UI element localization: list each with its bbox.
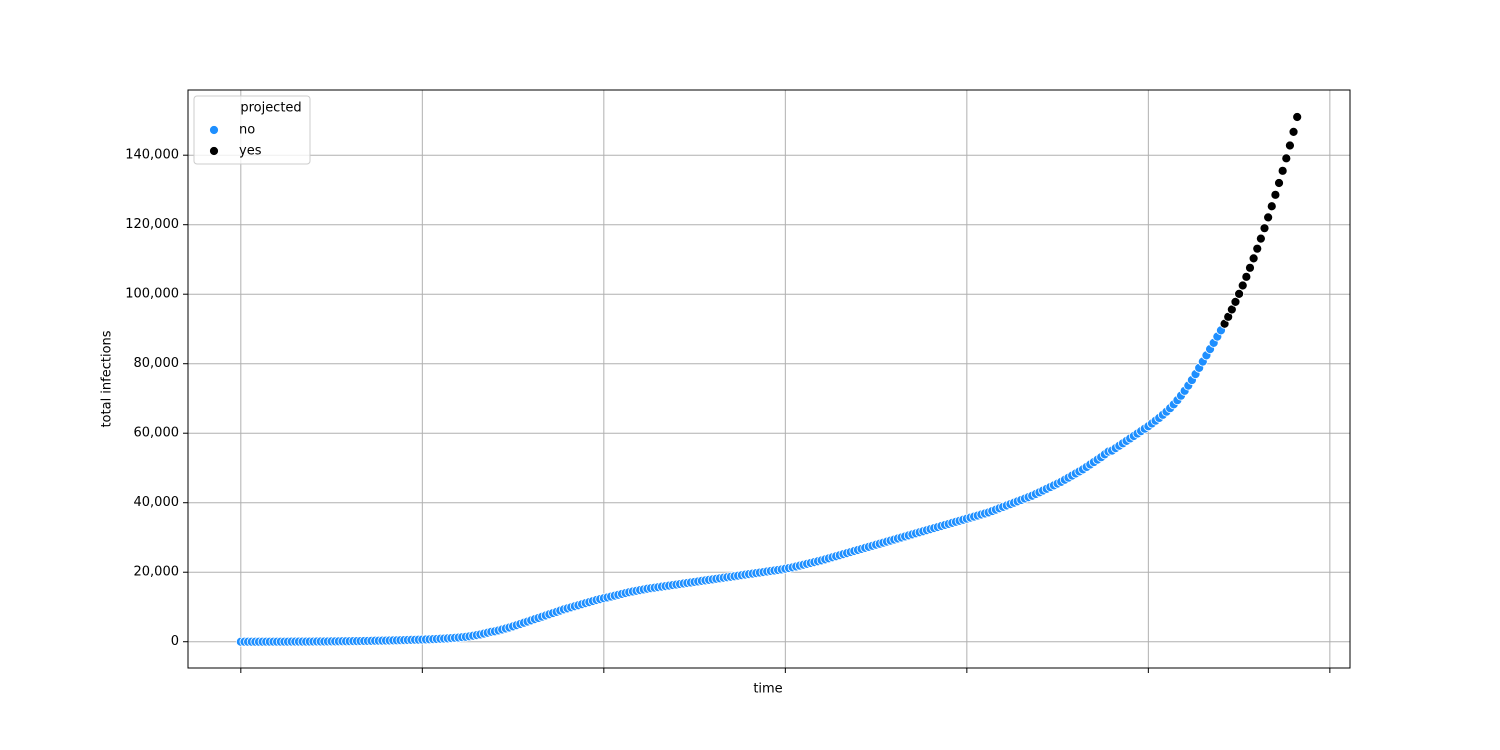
point: [1241, 271, 1252, 282]
point: [1259, 223, 1270, 234]
point: [1274, 178, 1284, 188]
y-tick-label: 80,000: [134, 356, 180, 371]
legend-marker: [209, 146, 219, 156]
y-tick-label: 140,000: [125, 148, 179, 163]
x-axis-label: time: [753, 682, 782, 697]
point: [1237, 280, 1248, 291]
point: [1245, 262, 1255, 273]
legend: projected no yes: [193, 95, 311, 165]
legend-label: yes: [239, 144, 262, 159]
y-tick-label: 100,000: [125, 287, 179, 302]
y-axis-label: total infections: [100, 330, 115, 427]
point: [1252, 243, 1263, 254]
legend-label: no: [239, 123, 255, 138]
point: [1292, 112, 1303, 122]
point: [1234, 288, 1244, 299]
point: [1288, 127, 1299, 137]
point: [1270, 189, 1281, 200]
point: [1285, 140, 1295, 151]
point: [1248, 253, 1259, 264]
point: [1230, 296, 1241, 307]
y-tick-label: 60,000: [134, 426, 180, 441]
legend-title: projected: [240, 101, 301, 116]
y-tick-label: 0: [171, 634, 179, 649]
y-tick-label: 120,000: [125, 217, 179, 232]
y-tick-label: 40,000: [134, 495, 180, 510]
legend-box: [193, 95, 311, 165]
y-tick-label: 20,000: [134, 565, 180, 580]
point: [1281, 153, 1292, 164]
point: [1266, 201, 1277, 212]
point: [1263, 212, 1274, 223]
point: [1255, 233, 1266, 244]
point: [1277, 165, 1288, 176]
plot-frame: [187, 89, 1351, 669]
legend-marker: [209, 125, 219, 135]
